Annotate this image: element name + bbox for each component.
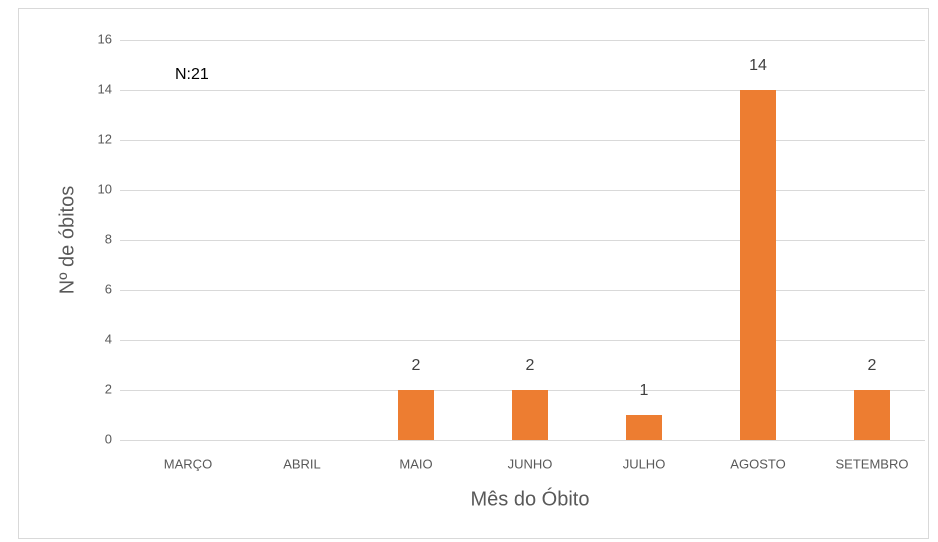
- y-tick-label: 10: [98, 181, 112, 196]
- y-tick-label: 14: [98, 81, 112, 96]
- y-tick-label: 0: [105, 431, 112, 446]
- x-tick-label: MARÇO: [164, 456, 212, 471]
- bar: [854, 390, 890, 440]
- data-label: 2: [526, 357, 535, 374]
- y-tick-label: 8: [105, 231, 112, 246]
- x-tick-label: JUNHO: [508, 456, 553, 471]
- y-tick-label: 6: [105, 281, 112, 296]
- data-label: 2: [412, 357, 421, 374]
- x-tick-label: MAIO: [399, 456, 432, 471]
- x-tick-label: JULHO: [623, 456, 666, 471]
- data-label: 14: [749, 57, 767, 74]
- y-tick-label: 4: [105, 331, 112, 346]
- data-label: 2: [868, 357, 877, 374]
- bar: [512, 390, 548, 440]
- data-label: 1: [640, 382, 649, 399]
- bar: [626, 415, 662, 440]
- bar: [740, 90, 776, 440]
- bar: [398, 390, 434, 440]
- y-axis-title: Nº de óbitos: [56, 186, 78, 294]
- y-tick-label: 12: [98, 131, 112, 146]
- x-tick-label: SETEMBRO: [836, 456, 909, 471]
- chart-frame: [18, 8, 929, 539]
- y-tick-label: 2: [105, 381, 112, 396]
- y-tick-label: 16: [98, 31, 112, 46]
- x-tick-label: AGOSTO: [730, 456, 785, 471]
- annotation: N:21: [175, 66, 209, 83]
- x-axis-title: Mês do Óbito: [471, 487, 590, 510]
- x-tick-label: ABRIL: [283, 456, 321, 471]
